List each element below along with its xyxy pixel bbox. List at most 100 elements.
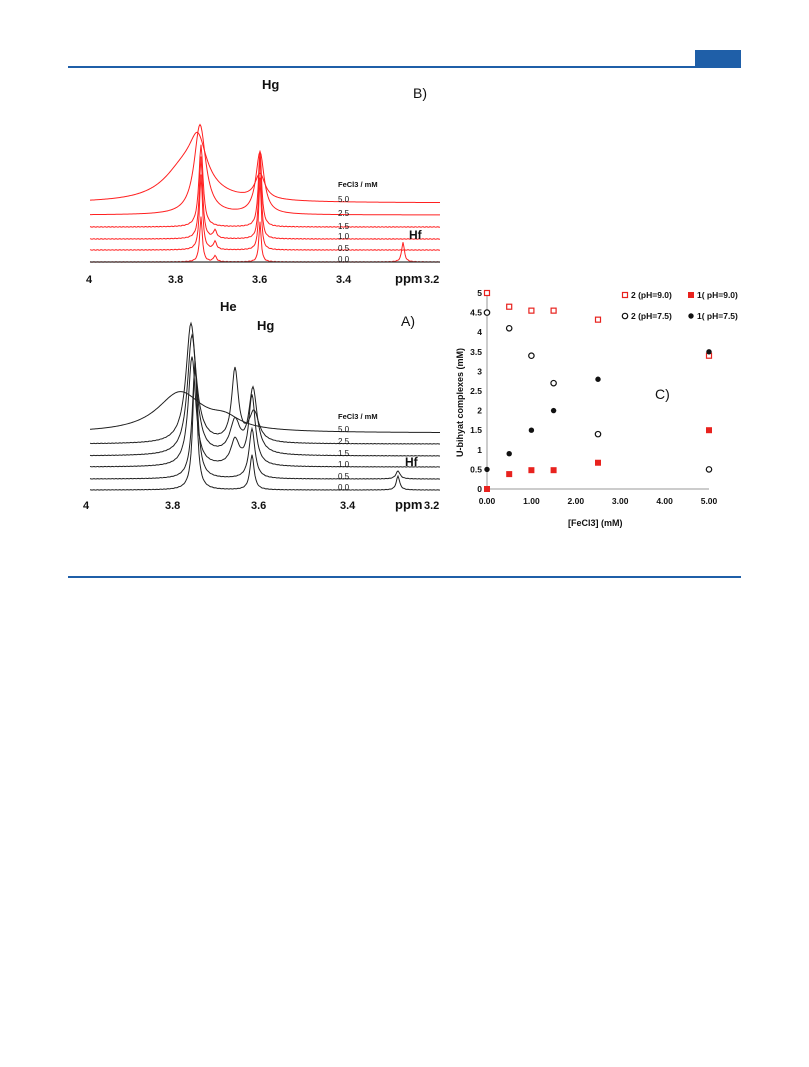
- scatter-x-tick-label: 4.00: [656, 496, 673, 506]
- spectrum-trace: [90, 123, 441, 216]
- spectrum-a-panel-label: A): [401, 313, 415, 329]
- scatter-x-tick-label: 5.00: [701, 496, 718, 506]
- data-point-series-1: [506, 303, 513, 310]
- data-point-series-1: [594, 316, 602, 323]
- spectrum-a-conc-label: 0.5: [338, 472, 350, 481]
- spectrum-a-conc-label: 0.0: [338, 483, 350, 492]
- spectrum-b-conc-label: 1.5: [338, 222, 350, 231]
- spectrum-a-x-tick: 3.8: [165, 500, 180, 512]
- data-point-series-2: [528, 467, 535, 474]
- legend-marker: [688, 292, 694, 298]
- header-tab: [695, 50, 741, 66]
- scatter-y-tick-label: 1.5: [470, 425, 482, 435]
- scatter-panel-label: C): [655, 386, 670, 402]
- scatter-y-tick-label: 4.5: [470, 308, 482, 318]
- spectrum-b-x-tick: 3.6: [252, 274, 267, 286]
- scatter-legend: 2 (pH=9.0) 1( pH=9.0) 2 (pH=7.5) 1( pH=7…: [621, 290, 738, 321]
- spectrum-b-peak-label-hf: Hf: [409, 228, 423, 242]
- spectrum-trace: [89, 131, 440, 204]
- data-point-series-3: [594, 430, 602, 438]
- data-point-series-3: [528, 352, 535, 360]
- legend-marker: [621, 291, 629, 299]
- data-point-series-4: [550, 407, 557, 414]
- spectrum-trace: [89, 144, 441, 228]
- spectrum-a-peak-label-hf: Hf: [405, 455, 419, 469]
- data-point-series-4: [595, 376, 601, 382]
- spectrum-a-x-tick: 3.2: [424, 500, 439, 512]
- spectrum-b-x-tick: 4: [86, 274, 93, 286]
- data-point-series-2: [550, 467, 557, 474]
- spectrum-a-peak-label-hg: Hg: [257, 318, 274, 333]
- data-point-series-4: [706, 349, 712, 355]
- legend-marker: [621, 312, 629, 320]
- spectrum-b-panel: Hg B) FeCl3 / mM 5.0 2.5 1.5 1.0 0.5 0.0…: [86, 77, 441, 286]
- spectrum-b-conc-label: 0.0: [338, 255, 350, 264]
- spectrum-a-peak-label-he: He: [220, 299, 237, 314]
- spectrum-b-x-tick: 3.2: [424, 274, 439, 286]
- legend-label: 1( pH=7.5): [697, 311, 738, 321]
- spectrum-b-conc-header: FeCl3 / mM: [338, 180, 378, 189]
- spectrum-a-traces: [89, 321, 441, 491]
- spectrum-a-conc-header: FeCl3 / mM: [338, 412, 378, 421]
- scatter-y-tick-label: 2.5: [470, 386, 482, 396]
- spectrum-trace: [89, 333, 441, 457]
- spectrum-a-x-tick: 3.4: [340, 500, 356, 512]
- spectrum-trace: [89, 356, 441, 468]
- spectrum-b-conc-label: 0.5: [338, 244, 350, 253]
- scatter-x-tick-label: 0.00: [479, 496, 496, 506]
- spectrum-trace: [89, 321, 441, 445]
- spectrum-a-x-tick: 3.6: [251, 500, 266, 512]
- spectrum-a-x-unit: ppm: [395, 497, 422, 512]
- data-point-series-4: [484, 466, 490, 473]
- scatter-y-tick-label: 0.5: [470, 464, 482, 474]
- spectrum-b-conc-label: 1.0: [338, 232, 350, 241]
- spectrum-trace: [89, 368, 441, 480]
- data-point-series-2: [484, 486, 490, 492]
- spectrum-a-conc-label: 5.0: [338, 425, 350, 434]
- spectrum-a-conc-label: 2.5: [338, 437, 350, 446]
- footer-rule: [68, 576, 741, 578]
- data-point-series-3: [505, 324, 513, 332]
- data-point-series-2: [595, 459, 601, 466]
- scatter-y-axis-label: U-bihyat complexes (mM): [455, 348, 465, 457]
- spectrum-b-x-unit: ppm: [395, 271, 422, 286]
- spectrum-b-traces: [89, 123, 441, 263]
- scatter-y-tick-label: 4: [477, 327, 482, 337]
- scatter-x-tick-label: 1.00: [523, 496, 540, 506]
- scatter-y-tick-label: 0: [477, 484, 482, 494]
- scatter-x-tick-label: 2.00: [568, 496, 585, 506]
- scatter-y-tick-label: 3: [477, 366, 482, 376]
- spectrum-a-x-tick: 4: [83, 500, 90, 512]
- data-point-series-4: [506, 451, 512, 457]
- scatter-y-tick-label: 1: [477, 445, 482, 455]
- spectrum-b-x-tick: 3.8: [168, 274, 183, 286]
- spectrum-a-panel: He Hg A) FeCl3 / mM 5.0 2.5 1.5 1.0 0.5 …: [83, 299, 441, 512]
- legend-label: 2 (pH=7.5): [631, 311, 672, 321]
- spectrum-a-conc-label: 1.5: [338, 449, 350, 458]
- spectrum-b-panel-label: B): [413, 85, 427, 101]
- scatter-points: [483, 289, 713, 492]
- spectrum-b-peak-label-hg: Hg: [262, 77, 279, 92]
- scatter-chart-panel: 0 0.5 1 1.5 2 2.5 3 3.5 4 4.5 5 0.00 1.00 2.00 3.00 4.0…: [455, 288, 738, 528]
- scatter-x-axis-label: [FeCl3] (mM): [568, 518, 623, 528]
- legend-marker: [688, 313, 694, 319]
- spectrum-trace: [89, 360, 441, 491]
- scatter-y-tick-label: 2: [477, 406, 482, 416]
- data-point-series-1: [483, 289, 491, 297]
- spectrum-b-conc-label: 2.5: [338, 209, 350, 218]
- scatter-axes: 0 0.5 1 1.5 2 2.5 3 3.5 4 4.5 5 0.00 1.00 2.00 3.00 4.0…: [470, 288, 717, 506]
- header-rule: [68, 66, 741, 68]
- spectrum-b-conc-label: 5.0: [338, 195, 350, 204]
- data-point-series-1: [528, 307, 535, 314]
- data-point-series-3: [483, 309, 491, 316]
- data-point-series-1: [550, 307, 557, 314]
- legend-label: 1( pH=9.0): [697, 290, 738, 300]
- spectrum-trace: [89, 154, 441, 240]
- scatter-y-tick-label: 3.5: [470, 347, 482, 357]
- scatter-y-tick-label: 5: [477, 288, 482, 298]
- legend-label: 2 (pH=9.0): [631, 290, 672, 300]
- data-point-series-3: [705, 466, 713, 473]
- data-point-series-4: [528, 427, 535, 433]
- spectrum-b-x-tick: 3.4: [336, 274, 352, 286]
